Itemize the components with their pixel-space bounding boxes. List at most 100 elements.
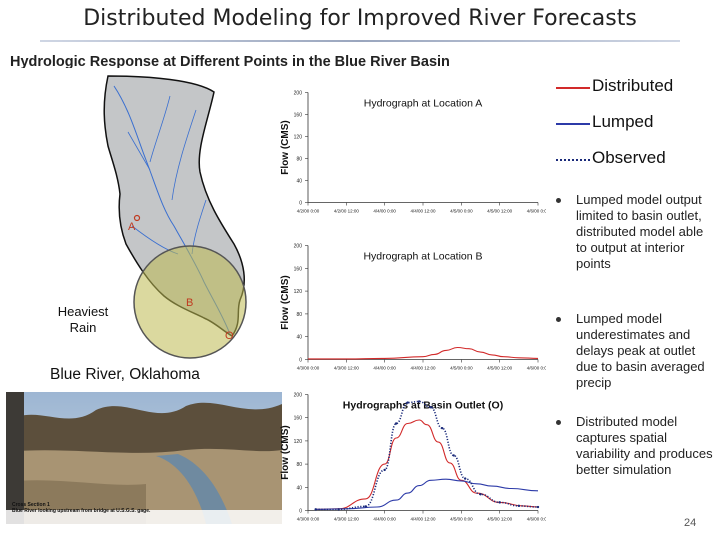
legend-distributed-swatch [556, 87, 590, 89]
series-observed-point [364, 505, 367, 508]
series-lumped-line [315, 478, 539, 510]
x-tick-label: 4/5/00 12:00 [487, 209, 513, 214]
bullet-dot [556, 420, 561, 425]
photo-caption-line1: Cross Section 1 [12, 502, 50, 508]
x-tick-label: 4/5/00 12:00 [487, 366, 513, 371]
x-tick-label: 4/3/00 0:00 [297, 517, 320, 522]
y-axis-label: Flow (CMS) [280, 425, 291, 479]
chart-title: Hydrographs at Basin Outlet (O) [343, 400, 503, 412]
hydrograph-location-b: Hydrograph at Location B Flow (CMS) 0 40 80 1… [280, 244, 546, 371]
series-observed-point [429, 406, 432, 409]
x-tick-label: 4/4/00 12:00 [410, 517, 436, 522]
y-axis-label: Flow (CMS) [280, 120, 291, 174]
x-tick-label: 4/6/00 0:00 [527, 517, 546, 522]
title-divider [40, 40, 680, 42]
river-photo [6, 392, 282, 524]
basin-map: A B O [0, 68, 300, 368]
y-tick-label: 120 [294, 135, 303, 141]
x-tick-label: 4/5/00 0:00 [450, 209, 473, 214]
series-observed-point [440, 426, 444, 430]
legend-distributed-label: Distributed [592, 76, 674, 95]
x-tick-label: 4/5/00 0:00 [450, 517, 473, 522]
legend-observed-label: Observed [592, 148, 666, 167]
series-distributed-line [308, 346, 539, 360]
y-tick-label: 120 [294, 439, 303, 445]
series-observed-point [337, 508, 340, 511]
y-tick-label: 40 [296, 335, 302, 341]
legend-observed-swatch [556, 159, 590, 161]
plot-area [308, 394, 538, 511]
x-tick-label: 4/5/00 0:00 [450, 366, 473, 371]
x-tick-label: 4/6/00 0:00 [527, 209, 546, 214]
x-tick-label: 4/4/00 12:00 [410, 366, 436, 371]
series-observed-point [463, 477, 467, 480]
y-tick-label: 160 [294, 266, 303, 272]
y-tick-label: 40 [296, 179, 302, 185]
y-tick-label: 160 [294, 416, 303, 422]
photo-caption-line2: Blue River looking upstream from bridge … [12, 508, 151, 514]
x-tick-label: 4/4/00 0:00 [373, 209, 396, 214]
chart-title: Hydrograph at Location A [364, 98, 483, 110]
series-observed-point [383, 468, 386, 472]
legend-lumped: Lumped [552, 112, 720, 136]
marker-a: A [128, 221, 136, 233]
y-tick-label: 80 [296, 462, 302, 468]
chart-legend: Distributed Lumped Observed [552, 70, 720, 180]
marker-o: O [225, 330, 234, 342]
y-tick-label: 200 [294, 393, 303, 399]
y-tick-label: 80 [296, 157, 302, 163]
x-tick-label: 4/2/00 12:00 [334, 209, 360, 214]
chart-title: Hydrograph at Location B [363, 251, 482, 263]
y-tick-label: 0 [299, 358, 302, 364]
x-tick-label: 4/4/00 0:00 [373, 517, 396, 522]
bullet-text: Lumped model underestimates and delays p… [576, 311, 705, 390]
marker-b: B [186, 297, 193, 309]
legend-lumped-swatch [556, 123, 590, 125]
x-tick-label: 4/6/00 0:00 [527, 366, 546, 371]
series-observed-point [479, 493, 482, 496]
series-observed-point [452, 454, 455, 457]
series-observed-point [394, 422, 398, 425]
series-observed-point [498, 501, 501, 504]
y-tick-label: 120 [294, 289, 303, 295]
x-tick-label: 4/2/00 0:00 [297, 209, 320, 214]
x-tick-label: 4/3/00 12:00 [334, 517, 360, 522]
y-axis-label: Flow (CMS) [280, 275, 291, 329]
river-trib-2 [171, 109, 197, 201]
hydrograph-location-a: Hydrograph at Location A Flow (CMS) 0 40 80 1… [280, 91, 546, 214]
y-tick-label: 200 [294, 91, 303, 97]
legend-lumped-label: Lumped [592, 112, 654, 131]
river-trib-3 [127, 131, 151, 171]
x-tick-label: 4/4/00 12:00 [410, 209, 436, 214]
bullet-dot [556, 317, 561, 322]
x-tick-label: 4/3/00 12:00 [334, 366, 360, 371]
x-tick-label: 4/4/00 0:00 [373, 366, 396, 371]
river-label: Blue River, Oklahoma [50, 366, 200, 383]
legend-distributed: Distributed [552, 76, 720, 100]
bullet-dot [556, 198, 561, 203]
plot-area [308, 245, 538, 360]
plot-area [308, 92, 538, 203]
heaviest-rain-label: Heaviest Rain [57, 304, 109, 335]
heaviest-rain-zone [133, 245, 247, 359]
marker-a-dot [133, 214, 141, 222]
slide-subtitle: Hydrologic Response at Different Points … [10, 54, 450, 70]
bullet-text: Distributed model captures spatial varia… [576, 414, 713, 477]
slide-title: Distributed Modeling for Improved River … [83, 6, 637, 31]
y-tick-label: 80 [296, 312, 302, 318]
y-tick-label: 160 [294, 113, 303, 119]
legend-observed: Observed [552, 148, 720, 172]
y-tick-label: 0 [299, 201, 302, 207]
series-observed-point [536, 505, 540, 509]
x-tick-label: 4/3/00 0:00 [297, 366, 320, 371]
x-tick-label: 4/5/00 12:00 [487, 517, 513, 522]
series-observed-point [417, 400, 421, 403]
series-observed-point [406, 401, 409, 404]
y-tick-label: 200 [294, 244, 303, 250]
series-observed-point [517, 504, 521, 508]
y-tick-label: 0 [299, 509, 302, 515]
y-tick-label: 40 [296, 485, 302, 491]
photo-caption: Cross Section 1 Blue River looking upstr… [12, 502, 150, 514]
page-number: 24 [684, 517, 697, 529]
series-observed-point [314, 508, 317, 511]
